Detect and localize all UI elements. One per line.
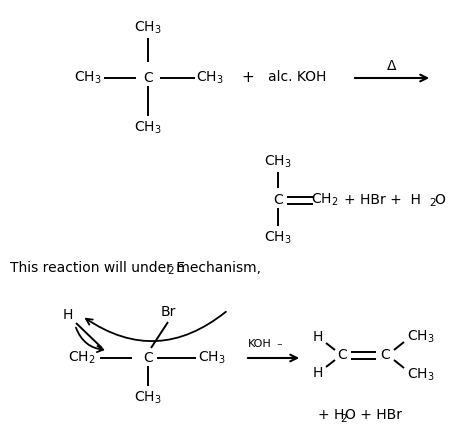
Text: 2: 2 — [167, 266, 173, 276]
Text: +: + — [242, 71, 255, 85]
Text: CH$_3$: CH$_3$ — [198, 350, 226, 366]
Text: H: H — [313, 330, 323, 344]
Text: C: C — [143, 351, 153, 365]
Text: 2: 2 — [340, 413, 346, 424]
Text: CH$_3$: CH$_3$ — [134, 390, 162, 406]
Text: CH$_3$: CH$_3$ — [74, 70, 102, 86]
Text: CH$_3$: CH$_3$ — [134, 120, 162, 136]
Text: H: H — [63, 308, 73, 322]
Text: + HBr +  H: + HBr + H — [344, 193, 421, 207]
Text: CH$_3$: CH$_3$ — [264, 154, 292, 170]
FancyArrowPatch shape — [76, 328, 103, 352]
Text: Br: Br — [160, 305, 176, 319]
Text: CH$_3$: CH$_3$ — [407, 329, 435, 345]
Text: CH$_2$: CH$_2$ — [311, 192, 339, 208]
Text: CH$_3$: CH$_3$ — [134, 20, 162, 36]
Text: H: H — [313, 366, 323, 380]
Text: CH$_2$: CH$_2$ — [68, 350, 96, 366]
Text: alc. KOH: alc. KOH — [268, 70, 327, 84]
Text: O + HBr: O + HBr — [345, 408, 402, 422]
Text: This reaction will under E: This reaction will under E — [10, 261, 185, 275]
Text: CH$_3$: CH$_3$ — [264, 230, 292, 246]
Text: C: C — [380, 348, 390, 362]
Text: mechanism,: mechanism, — [172, 261, 261, 275]
Text: CH$_3$: CH$_3$ — [196, 70, 224, 86]
Text: C: C — [143, 71, 153, 85]
Text: $^-$: $^-$ — [275, 342, 283, 352]
Text: $\Delta$: $\Delta$ — [386, 59, 398, 73]
Text: + H: + H — [318, 408, 345, 422]
Text: 2: 2 — [429, 198, 436, 208]
Text: O: O — [434, 193, 445, 207]
Text: KOH: KOH — [248, 339, 272, 349]
Text: CH$_3$: CH$_3$ — [407, 367, 435, 383]
Text: C: C — [273, 193, 283, 207]
FancyArrowPatch shape — [86, 312, 226, 341]
Text: C: C — [337, 348, 347, 362]
